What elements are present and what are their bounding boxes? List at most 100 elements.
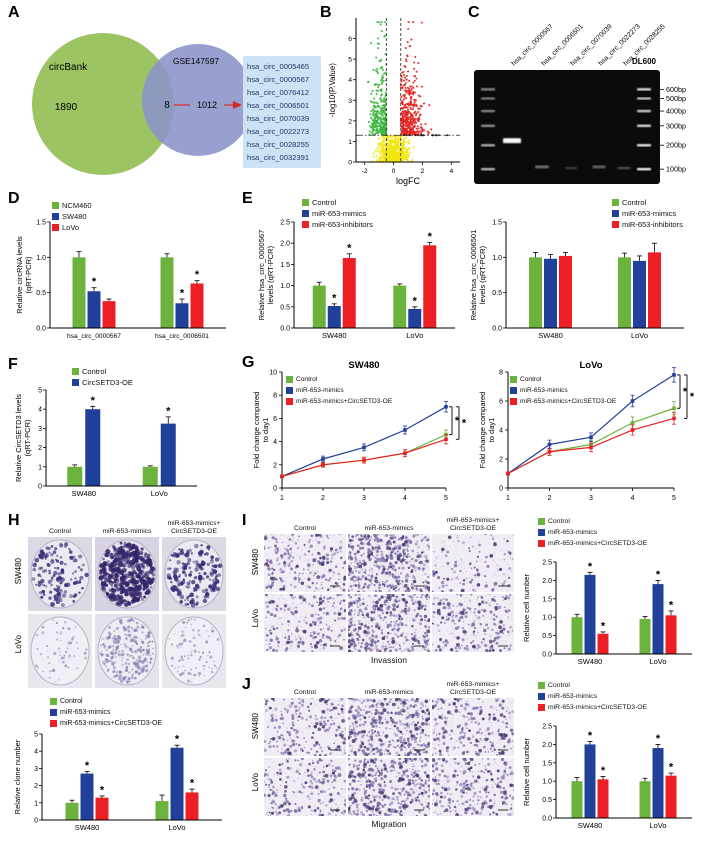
svg-text:-log10(P.Value): -log10(P.Value) (328, 63, 337, 117)
panel-label-j: J (242, 676, 251, 693)
legend-item: miR-653-inhibitors (302, 219, 373, 230)
svg-text:1.5: 1.5 (36, 220, 46, 227)
svg-text:LoVo: LoVo (631, 331, 648, 340)
svg-text:SW480: SW480 (348, 360, 379, 371)
svg-text:*: * (92, 276, 97, 288)
transwell-image (348, 594, 430, 652)
svg-text:4: 4 (403, 495, 407, 502)
svg-text:*: * (690, 391, 695, 403)
svg-text:LoVo: LoVo (168, 823, 185, 832)
legend-item: Control (302, 197, 373, 208)
svg-text:Relative circRNA levels: Relative circRNA levels (15, 236, 24, 314)
svg-text:DL600: DL600 (632, 57, 657, 66)
svg-text:1.0: 1.0 (492, 255, 502, 262)
colony-image (28, 614, 92, 688)
svg-text:*: * (195, 269, 200, 281)
circ-list-item: hsa_circ_0076412 (247, 88, 310, 97)
bar-chart-H: 0 1 2 3 4 5 Relative clone number * * SW480 * * LoVo (12, 694, 232, 842)
svg-text:3: 3 (34, 766, 38, 773)
svg-text:2.0: 2.0 (280, 241, 290, 248)
svg-text:*: * (683, 386, 688, 398)
legend-item: miR-653-mimics+CircSETD3-OE (538, 538, 647, 549)
svg-text:5: 5 (444, 495, 448, 502)
svg-text:4: 4 (631, 495, 635, 502)
legend-item: miR-653-mimics (302, 208, 373, 219)
svg-text:LoVo: LoVo (151, 489, 168, 498)
legend-item: miR-653-mimics+CircSETD3-OE (538, 702, 647, 713)
svg-text:5: 5 (348, 57, 352, 64)
svg-text:to day1: to day1 (261, 418, 270, 443)
svg-text:*: * (166, 405, 171, 417)
svg-text:1.0: 1.0 (36, 255, 46, 262)
svg-text:200bp: 200bp (666, 141, 686, 150)
svg-text:100bp: 100bp (666, 165, 686, 174)
bar-chart-E2: 0.0 0.5 1.0 1.5 Relative hsa_circ_0006501 lev… (468, 194, 700, 354)
col-label-mimics-oe: miR-653-mimics+ CircSETD3-OE (167, 520, 221, 535)
circ-list-item: hsa_circ_0022273 (247, 127, 310, 136)
svg-text:4: 4 (449, 168, 453, 175)
migration-caption: Migration (371, 819, 407, 829)
svg-text:*: * (413, 295, 418, 307)
legend-D: NCM460 SW480 LoVo (52, 200, 92, 233)
transwell-image (432, 698, 514, 756)
col-label-mimics: miR-653-mimics (102, 528, 152, 535)
transwell-image (348, 534, 430, 592)
legend-item: Control (50, 696, 162, 707)
svg-text:2: 2 (273, 462, 277, 469)
row-label-sw480: SW480 (14, 558, 23, 585)
row-label-sw480: SW480 (251, 713, 260, 740)
chart-F: 0 1 2 3 4 5 Relative CircSETD3 levels (qRT-PCR)… (14, 388, 197, 498)
legend-item: miR-653-mimics+CircSETD3-OE (50, 718, 162, 729)
chart-volcano: 0 1 2 3 4 5 6 -2 0 2 4 logFC -log10(P.Value) (328, 18, 460, 186)
colony-image (162, 614, 226, 688)
legend-G1: Control miR-653-mimics miR-653-mimics+Circ… (286, 374, 392, 407)
svg-text:*: * (455, 415, 460, 427)
svg-text:4: 4 (38, 407, 42, 414)
legend-J: Control miR-653-mimics miR-653-mimics+Circ… (538, 680, 647, 713)
svg-text:500bp: 500bp (666, 94, 686, 103)
svg-text:2.5: 2.5 (280, 220, 290, 227)
svg-text:0.0: 0.0 (492, 326, 502, 333)
row-label-lovo: LoVo (251, 609, 260, 628)
venn-diagram: circBank 1890 GSE147597 8 1012 (6, 20, 244, 185)
legend-item: miR-653-mimics (50, 707, 162, 718)
svg-text:2: 2 (38, 445, 42, 452)
legend-item: Control (510, 374, 616, 385)
panel-label-b: B (320, 4, 332, 21)
svg-text:10: 10 (269, 370, 277, 377)
legend-item: Control (72, 366, 133, 377)
col-label-control: Control (294, 689, 316, 696)
circ-list: hsa_circ_0005465 hsa_circ_0000567 hsa_ci… (243, 56, 321, 168)
svg-text:SW480: SW480 (75, 823, 100, 832)
svg-text:2: 2 (548, 495, 552, 502)
legend-item: LoVo (52, 222, 92, 233)
svg-text:3: 3 (38, 426, 42, 433)
svg-text:*: * (180, 288, 185, 300)
svg-text:8: 8 (499, 370, 503, 377)
svg-text:0.0: 0.0 (36, 326, 46, 333)
svg-text:to day1: to day1 (487, 418, 496, 443)
svg-text:6: 6 (499, 399, 503, 406)
svg-text:SW480: SW480 (322, 331, 347, 340)
col-label-mimics: miR-653-mimics (364, 689, 414, 696)
legend-item: Control (286, 374, 392, 385)
circ-list-item: hsa_circ_0032391 (247, 153, 310, 162)
invasion-caption: Invassion (371, 655, 407, 665)
line-chart-G1: 0 2 4 6 8 10 1 2 3 4 5 Fold change compared to day1 S… (252, 358, 472, 510)
panel-label-e: E (242, 190, 253, 207)
colony-image-grid (28, 537, 226, 688)
panel-label-f: F (8, 356, 18, 373)
svg-text:8: 8 (273, 393, 277, 400)
legend-item: miR-653-mimics (612, 208, 683, 219)
legend-item: miR-653-mimics (510, 385, 616, 396)
bar-chart-J: 0.0 0.5 1.0 1.5 2.0 2.5 Relative cell number * *… (522, 678, 700, 842)
circ-list-item: hsa_circ_0005465 (247, 62, 310, 71)
panel-label-a: A (8, 4, 20, 21)
circ-list-item: hsa_circ_0000567 (247, 75, 310, 84)
svg-text:0.0: 0.0 (280, 326, 290, 333)
line-chart-G2: 0 2 4 6 8 1 2 3 4 5 Fold change compared to day1 LoV… (478, 358, 700, 510)
row-label-lovo: LoVo (251, 773, 260, 792)
bar-chart-D: 0.0 0.5 1.0 1.5 Relative circRNA levels (qRT-… (14, 194, 232, 354)
svg-text:5: 5 (34, 732, 38, 739)
